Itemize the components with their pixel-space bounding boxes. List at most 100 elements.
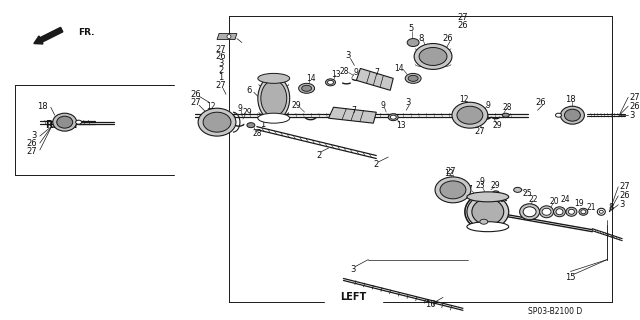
Ellipse shape xyxy=(492,191,499,195)
Text: RIGHT: RIGHT xyxy=(45,120,79,130)
Ellipse shape xyxy=(480,219,488,224)
Ellipse shape xyxy=(419,47,447,65)
Text: 17: 17 xyxy=(463,185,473,194)
Text: 21: 21 xyxy=(587,203,596,212)
Ellipse shape xyxy=(457,106,483,124)
Ellipse shape xyxy=(405,73,421,83)
Text: 12: 12 xyxy=(206,102,216,111)
Ellipse shape xyxy=(556,209,563,215)
Text: 6: 6 xyxy=(246,86,252,95)
Ellipse shape xyxy=(581,210,586,214)
Ellipse shape xyxy=(407,38,419,46)
Text: 26: 26 xyxy=(216,52,227,61)
Ellipse shape xyxy=(542,208,551,215)
Text: 26: 26 xyxy=(629,102,640,111)
Ellipse shape xyxy=(301,85,312,91)
Text: 28: 28 xyxy=(495,195,504,204)
Text: LEFT: LEFT xyxy=(340,292,367,302)
Text: 3: 3 xyxy=(406,98,411,107)
Text: 29: 29 xyxy=(292,101,301,110)
Ellipse shape xyxy=(564,109,580,121)
Text: 15: 15 xyxy=(565,273,576,282)
Ellipse shape xyxy=(597,208,605,215)
Text: 3: 3 xyxy=(620,200,625,209)
Ellipse shape xyxy=(76,120,82,124)
Polygon shape xyxy=(356,68,393,90)
Ellipse shape xyxy=(568,209,575,214)
Text: 3: 3 xyxy=(351,265,356,274)
Text: 29: 29 xyxy=(491,181,500,190)
Text: 23: 23 xyxy=(475,181,484,190)
Ellipse shape xyxy=(435,177,471,203)
Text: SP03-B2100 D: SP03-B2100 D xyxy=(527,307,582,316)
Ellipse shape xyxy=(599,210,604,213)
Ellipse shape xyxy=(328,80,333,84)
Ellipse shape xyxy=(52,113,77,131)
Text: 18: 18 xyxy=(38,102,48,111)
Text: 26: 26 xyxy=(191,90,202,99)
Ellipse shape xyxy=(408,76,418,81)
Text: 26: 26 xyxy=(535,98,546,107)
Text: 2: 2 xyxy=(374,160,379,170)
Ellipse shape xyxy=(556,113,561,117)
Text: 9: 9 xyxy=(381,101,386,110)
Text: 9: 9 xyxy=(237,104,243,113)
Text: 29: 29 xyxy=(242,108,252,117)
Ellipse shape xyxy=(523,207,536,217)
Ellipse shape xyxy=(452,102,488,128)
Text: 27: 27 xyxy=(629,93,640,102)
Ellipse shape xyxy=(472,199,504,225)
Ellipse shape xyxy=(261,80,287,116)
Text: 12: 12 xyxy=(459,95,468,104)
FancyArrow shape xyxy=(34,28,63,44)
Text: 28: 28 xyxy=(252,129,262,138)
Text: 28: 28 xyxy=(340,67,349,76)
Ellipse shape xyxy=(579,208,588,215)
Polygon shape xyxy=(217,34,237,40)
Text: 3: 3 xyxy=(218,59,224,68)
Ellipse shape xyxy=(467,192,509,202)
Text: 1: 1 xyxy=(260,120,266,129)
Text: 18: 18 xyxy=(565,95,576,104)
Text: 8: 8 xyxy=(419,34,424,43)
Text: 22: 22 xyxy=(529,195,538,204)
Text: 25: 25 xyxy=(523,189,532,198)
Ellipse shape xyxy=(258,113,290,123)
Text: 3: 3 xyxy=(31,131,37,140)
Text: 27: 27 xyxy=(26,147,37,156)
Text: 14: 14 xyxy=(394,64,404,73)
Text: 27: 27 xyxy=(216,45,227,54)
Text: 3: 3 xyxy=(346,51,351,60)
Text: 14: 14 xyxy=(306,74,316,83)
Ellipse shape xyxy=(566,207,577,216)
Circle shape xyxy=(227,35,231,38)
Ellipse shape xyxy=(198,108,236,136)
Text: 27: 27 xyxy=(474,127,485,136)
Ellipse shape xyxy=(388,114,398,121)
Ellipse shape xyxy=(390,115,396,119)
Text: 9: 9 xyxy=(354,68,359,77)
Ellipse shape xyxy=(326,79,335,86)
Text: 9: 9 xyxy=(485,101,490,110)
Ellipse shape xyxy=(467,195,509,229)
Text: 3: 3 xyxy=(629,111,634,120)
Text: 7: 7 xyxy=(374,68,379,77)
Text: 8: 8 xyxy=(609,203,614,212)
Ellipse shape xyxy=(258,76,290,120)
Ellipse shape xyxy=(440,181,466,199)
Text: 12: 12 xyxy=(444,169,454,179)
Text: 24: 24 xyxy=(561,195,570,204)
Ellipse shape xyxy=(561,106,584,124)
Text: 27: 27 xyxy=(216,81,227,90)
Text: 27: 27 xyxy=(445,167,456,176)
Ellipse shape xyxy=(247,123,255,128)
Ellipse shape xyxy=(414,44,452,69)
Text: 26: 26 xyxy=(458,21,468,30)
Ellipse shape xyxy=(554,207,566,217)
Text: 5: 5 xyxy=(408,24,414,33)
Text: 27: 27 xyxy=(620,182,630,191)
Text: 13: 13 xyxy=(396,121,406,130)
Ellipse shape xyxy=(540,206,554,218)
Ellipse shape xyxy=(258,73,290,83)
Text: 7: 7 xyxy=(351,106,356,115)
